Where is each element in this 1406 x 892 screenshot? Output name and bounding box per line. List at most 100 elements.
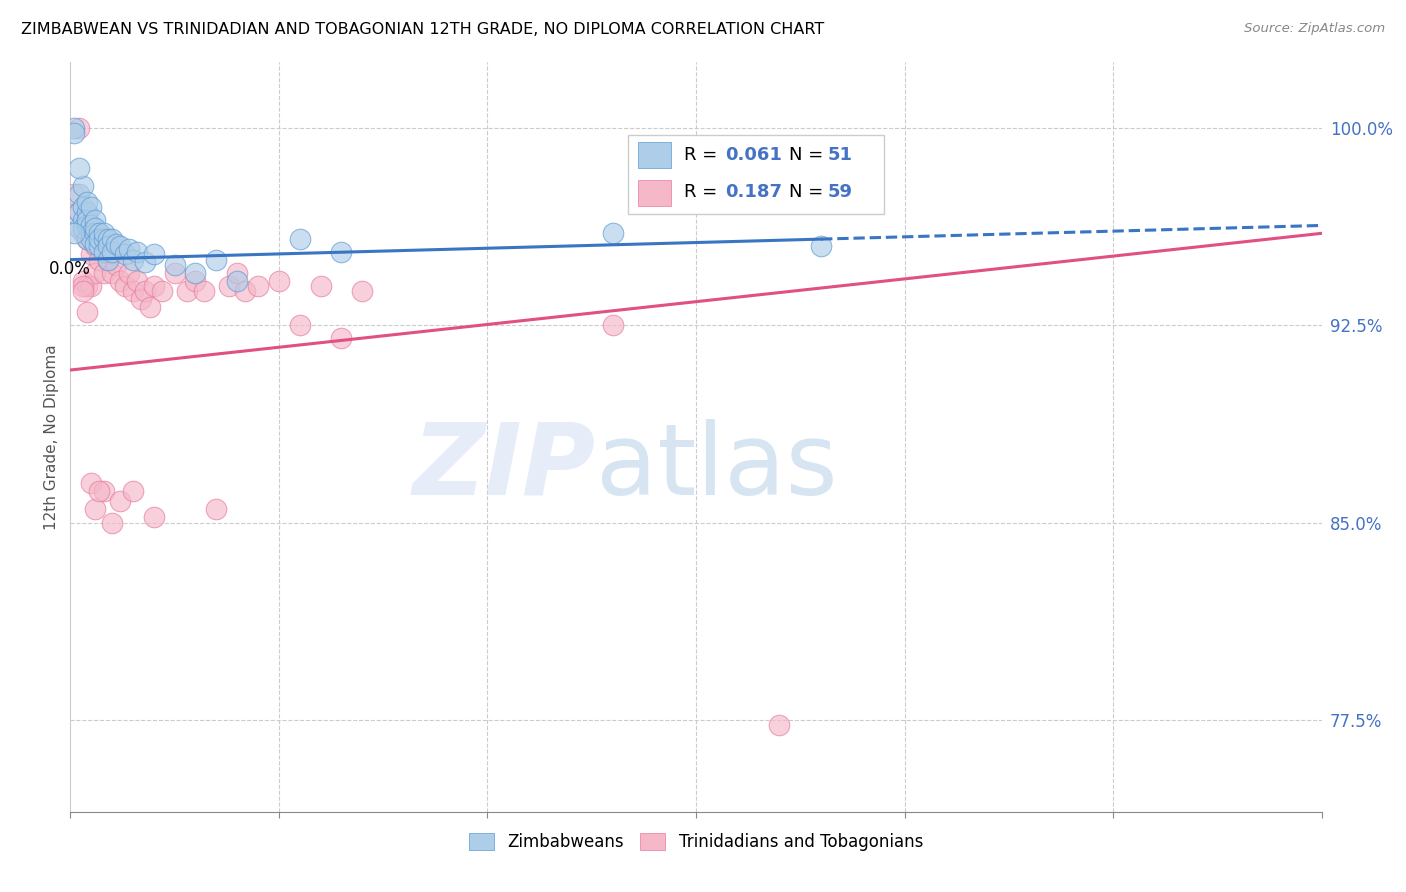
Point bbox=[226, 274, 249, 288]
Point bbox=[72, 284, 94, 298]
Point bbox=[97, 231, 120, 245]
Point bbox=[288, 318, 311, 333]
Y-axis label: 12th Grade, No Diploma: 12th Grade, No Diploma bbox=[44, 344, 59, 530]
Legend: Zimbabweans, Trinidadians and Tobagonians: Zimbabweans, Trinidadians and Tobagonian… bbox=[463, 826, 929, 857]
Point bbox=[121, 483, 145, 498]
Point bbox=[118, 266, 141, 280]
Point bbox=[176, 284, 198, 298]
Point bbox=[110, 274, 132, 288]
Point bbox=[76, 305, 98, 319]
Point bbox=[101, 266, 124, 280]
Point bbox=[84, 213, 107, 227]
Point bbox=[150, 284, 173, 298]
Point bbox=[67, 161, 90, 175]
Point bbox=[142, 510, 165, 524]
Point bbox=[125, 274, 148, 288]
Text: N =: N = bbox=[789, 183, 830, 202]
Point bbox=[101, 244, 124, 259]
Point bbox=[121, 252, 145, 267]
Point bbox=[205, 502, 228, 516]
Point bbox=[97, 252, 120, 267]
Point bbox=[80, 219, 103, 233]
Point bbox=[89, 483, 111, 498]
Point bbox=[80, 200, 103, 214]
Point bbox=[184, 274, 207, 288]
Point bbox=[129, 292, 152, 306]
Text: Source: ZipAtlas.com: Source: ZipAtlas.com bbox=[1244, 22, 1385, 36]
Point bbox=[89, 227, 111, 241]
Point bbox=[163, 266, 186, 280]
Point bbox=[218, 279, 240, 293]
Point bbox=[97, 252, 120, 267]
Point bbox=[67, 221, 90, 235]
Point bbox=[72, 200, 94, 214]
Point bbox=[163, 258, 186, 272]
Point bbox=[76, 231, 98, 245]
Point bbox=[602, 318, 624, 333]
Point bbox=[76, 194, 98, 209]
Point bbox=[114, 279, 136, 293]
Point bbox=[63, 121, 86, 136]
Point bbox=[80, 279, 103, 293]
Point bbox=[72, 274, 94, 288]
Point bbox=[184, 266, 207, 280]
Point bbox=[247, 279, 270, 293]
Point bbox=[84, 221, 107, 235]
Point bbox=[63, 227, 86, 241]
Point bbox=[89, 231, 111, 245]
Point bbox=[768, 718, 790, 732]
Point bbox=[101, 516, 124, 530]
Point bbox=[76, 205, 98, 219]
Point bbox=[80, 227, 103, 241]
Point bbox=[810, 239, 832, 253]
Text: 59: 59 bbox=[828, 183, 852, 202]
Point bbox=[72, 213, 94, 227]
Point bbox=[118, 242, 141, 256]
Text: ZIMBABWEAN VS TRINIDADIAN AND TOBAGONIAN 12TH GRADE, NO DIPLOMA CORRELATION CHAR: ZIMBABWEAN VS TRINIDADIAN AND TOBAGONIAN… bbox=[21, 22, 824, 37]
Point bbox=[288, 231, 311, 245]
Text: 0.187: 0.187 bbox=[725, 183, 782, 202]
Point bbox=[76, 219, 98, 233]
Text: 0.0%: 0.0% bbox=[49, 260, 91, 277]
Point bbox=[93, 483, 115, 498]
Point bbox=[93, 227, 115, 241]
Point bbox=[76, 279, 98, 293]
Point bbox=[67, 205, 90, 219]
Text: ZIP: ZIP bbox=[413, 418, 596, 516]
Text: N =: N = bbox=[789, 146, 830, 164]
Point bbox=[84, 227, 107, 241]
Point bbox=[330, 244, 353, 259]
Point bbox=[134, 284, 156, 298]
Point bbox=[134, 255, 156, 269]
Point bbox=[93, 266, 115, 280]
Point bbox=[105, 236, 128, 251]
FancyBboxPatch shape bbox=[638, 179, 672, 205]
Point bbox=[101, 247, 124, 261]
Text: atlas: atlas bbox=[596, 418, 838, 516]
Text: R =: R = bbox=[685, 183, 723, 202]
Point bbox=[72, 279, 94, 293]
Point bbox=[235, 284, 257, 298]
Point bbox=[89, 227, 111, 241]
Point bbox=[63, 186, 86, 201]
Point bbox=[84, 239, 107, 253]
Point bbox=[193, 284, 215, 298]
Point bbox=[121, 284, 145, 298]
Text: 0.061: 0.061 bbox=[725, 146, 782, 164]
Point bbox=[352, 284, 374, 298]
Point bbox=[67, 186, 90, 201]
Point bbox=[80, 221, 103, 235]
Point bbox=[97, 239, 120, 253]
Point bbox=[267, 274, 290, 288]
Point bbox=[205, 252, 228, 267]
Point bbox=[309, 279, 332, 293]
Point bbox=[226, 266, 249, 280]
Point bbox=[80, 231, 103, 245]
Point bbox=[67, 205, 90, 219]
Point bbox=[602, 227, 624, 241]
FancyBboxPatch shape bbox=[628, 135, 884, 213]
Point bbox=[89, 239, 111, 253]
Point bbox=[84, 236, 107, 251]
Point bbox=[67, 121, 90, 136]
Point bbox=[84, 266, 107, 280]
